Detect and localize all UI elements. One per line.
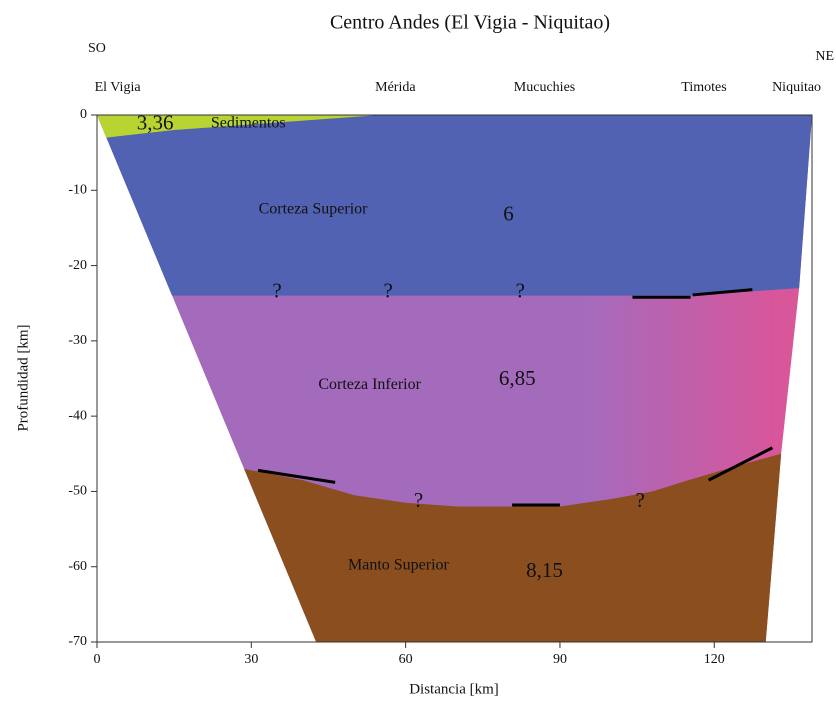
y-tick-label: -50: [68, 484, 87, 499]
annotation: 6: [503, 202, 514, 226]
chart-title: Centro Andes (El Vigia - Niquitao): [330, 12, 610, 34]
y-tick-label: -60: [68, 559, 87, 574]
direction-label: NE: [815, 49, 834, 64]
x-tick-label: 0: [94, 652, 101, 667]
annotation: Corteza Superior: [259, 201, 369, 218]
chart: Centro Andes (El Vigia - Niquitao) SO NE…: [0, 0, 836, 701]
station-label: Mucuchies: [514, 80, 575, 95]
x-tick-label: 60: [399, 652, 413, 667]
direction-label: SO: [88, 41, 106, 56]
x-tick-label: 120: [704, 652, 725, 667]
annotation: 8,15: [526, 558, 563, 582]
annotation: Corteza Inferior: [318, 376, 421, 393]
annotation: ?: [272, 278, 281, 302]
annotation: Manto Superior: [348, 557, 450, 574]
annotation: 3,36: [137, 111, 174, 135]
annotation: 6,85: [499, 366, 536, 390]
x-axis-title: Distancia [km]: [409, 681, 499, 697]
station-label: Timotes: [681, 80, 726, 95]
plot-area: 3,36 Sedimentos Corteza Superior 6??? Cortez…: [68, 107, 812, 667]
station-label: El Vigia: [95, 80, 142, 95]
annotation: Sedimentos: [211, 115, 286, 132]
y-tick-label: -20: [68, 258, 87, 273]
y-axis-title: Profundidad [km]: [15, 324, 31, 431]
annotation: ?: [636, 488, 645, 512]
x-tick-label: 30: [244, 652, 258, 667]
y-tick-label: -30: [68, 333, 87, 348]
y-tick-label: -70: [68, 634, 87, 649]
station-label: Mérida: [375, 80, 416, 95]
y-tick-label: -40: [68, 408, 87, 423]
annotation: ?: [414, 488, 423, 512]
y-tick-label: 0: [80, 107, 87, 122]
y-tick-label: -10: [68, 183, 87, 198]
annotation: ?: [383, 278, 392, 302]
layer: [97, 115, 812, 296]
annotation: ?: [516, 278, 525, 302]
x-tick-label: 90: [553, 652, 567, 667]
station-label: Niquitao: [772, 80, 821, 95]
